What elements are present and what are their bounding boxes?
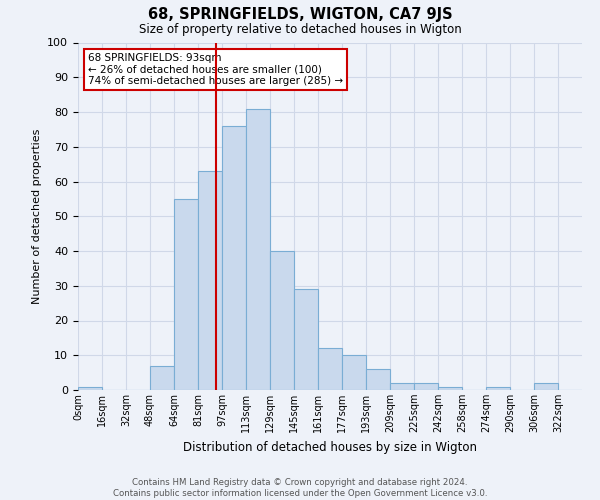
Bar (150, 366, 174, 390)
Bar (366, 369, 390, 390)
Bar (294, 289, 318, 390)
Bar (486, 386, 510, 390)
Text: Contains HM Land Registry data © Crown copyright and database right 2024.
Contai: Contains HM Land Registry data © Crown c… (113, 478, 487, 498)
Text: 68, SPRINGFIELDS, WIGTON, CA7 9JS: 68, SPRINGFIELDS, WIGTON, CA7 9JS (148, 8, 452, 22)
Bar (414, 383, 438, 390)
Bar (270, 251, 294, 390)
Y-axis label: Number of detached properties: Number of detached properties (32, 128, 42, 304)
Bar (198, 171, 222, 390)
Bar (390, 383, 414, 390)
Bar (438, 386, 462, 390)
Bar (534, 383, 558, 390)
Text: Size of property relative to detached houses in Wigton: Size of property relative to detached ho… (139, 22, 461, 36)
Bar (318, 348, 342, 390)
Bar (342, 355, 366, 390)
Text: 68 SPRINGFIELDS: 93sqm
← 26% of detached houses are smaller (100)
74% of semi-de: 68 SPRINGFIELDS: 93sqm ← 26% of detached… (88, 53, 343, 86)
X-axis label: Distribution of detached houses by size in Wigton: Distribution of detached houses by size … (183, 440, 477, 454)
Bar (222, 126, 246, 390)
Bar (246, 108, 270, 390)
Bar (174, 199, 198, 390)
Bar (78, 386, 102, 390)
